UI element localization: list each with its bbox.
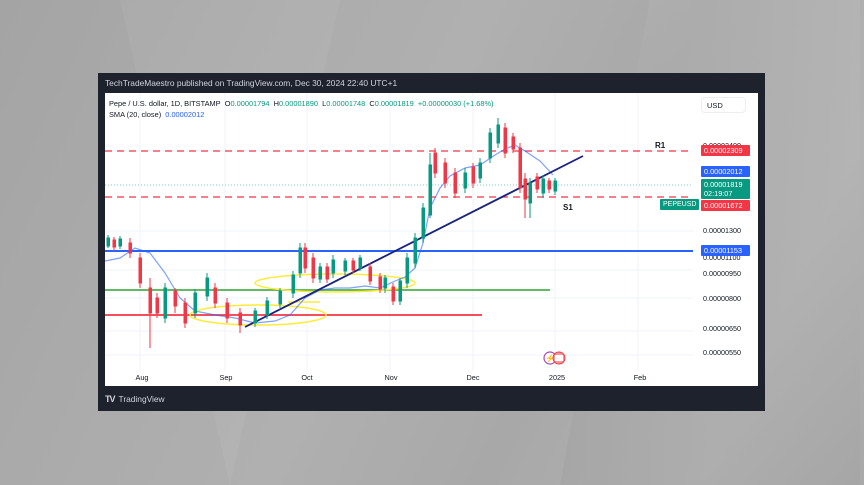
price-tick: 0.00000650 (703, 324, 741, 333)
support-price-label: 0.00001153 (701, 245, 750, 256)
time-tick: Feb (633, 373, 647, 382)
symbol-title: Pepe / U.S. dollar, 1D, BITSTAMP (109, 99, 221, 108)
time-tick: Oct (301, 373, 313, 382)
change-value: +0.00000030 (+1.68%) (417, 99, 494, 108)
currency-button[interactable]: USD (701, 97, 746, 113)
sma-price-label: 0.00002012 (701, 166, 750, 177)
price-scale[interactable]: USD 0.00002400 0.00001300 0.00001100 0.0… (693, 93, 758, 386)
sma-value: 0.00002012 (165, 110, 205, 119)
time-axis[interactable]: Aug Sep Oct Nov Dec 2025 Feb (105, 371, 693, 386)
countdown: 02:19:07 (704, 189, 733, 198)
chart-snapshot-panel: TechTradeMaestro published on TradingVie… (98, 73, 765, 411)
chart-area[interactable]: ⚡ Pepe / U.S. dollar, 1D, BITSTAMP O0.00… (105, 93, 758, 386)
r1-annotation: R1 (655, 141, 666, 150)
time-tick: 2025 (548, 373, 566, 382)
open-value: 0.00001794 (230, 99, 270, 108)
price-tick: 0.00000950 (703, 269, 741, 278)
time-tick: Aug (135, 373, 149, 382)
time-tick: Sep (219, 373, 233, 382)
price-plot: ⚡ (105, 93, 693, 371)
price-tick: 0.00001300 (703, 226, 741, 235)
published-info: TechTradeMaestro published on TradingVie… (105, 78, 398, 88)
sma-legend[interactable]: SMA (20, close) 0.00002012 (109, 110, 204, 119)
s1-annotation: S1 (563, 203, 573, 212)
price-tick: 0.00001100 (703, 253, 741, 262)
last-price-label: 0.00001819 02:19:07 (701, 179, 750, 199)
s1-price-label: 0.00001672 (701, 200, 750, 211)
tradingview-brand: TV TradingView (105, 394, 165, 404)
tradingview-logo-icon: TV (105, 394, 115, 404)
price-tick: 0.00000550 (703, 348, 741, 357)
r1-price-label: 0.00002309 (701, 145, 750, 156)
sma-label: SMA (20, close) (109, 110, 162, 119)
time-tick: Dec (466, 373, 480, 382)
price-tick: 0.00000800 (703, 294, 741, 303)
high-value: 0.00001890 (278, 99, 318, 108)
ohlc-legend: Pepe / U.S. dollar, 1D, BITSTAMP O0.0000… (109, 99, 494, 108)
svg-text:⚡: ⚡ (545, 353, 555, 363)
close-value: 0.00001819 (374, 99, 414, 108)
low-value: 0.00001748 (326, 99, 366, 108)
symbol-tag: PEPEUSD (660, 199, 700, 210)
time-tick: Nov (384, 373, 398, 382)
